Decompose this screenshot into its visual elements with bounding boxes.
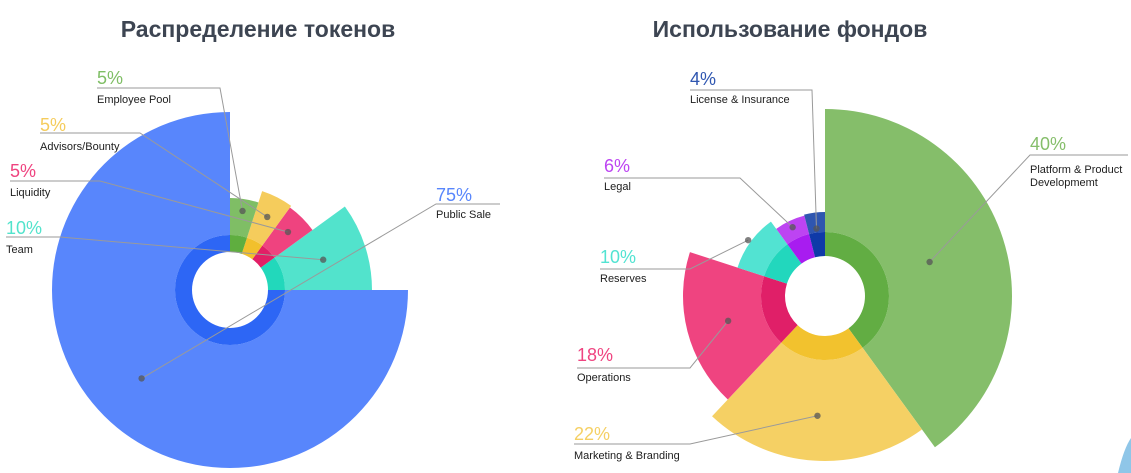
slice-name-label: Marketing & Branding	[574, 450, 680, 462]
slice-name-label: Public Sale	[436, 209, 491, 221]
leader-line	[600, 239, 749, 270]
slice-percent-label: 40%	[1030, 134, 1066, 154]
slice-inner-ring	[809, 232, 825, 258]
slice-marker-dot	[789, 224, 796, 231]
chart-title: Использование фондов	[653, 16, 928, 42]
slice-name-label: Employee Pool	[97, 94, 171, 106]
slice-marker-dot	[264, 213, 271, 221]
slice-license-insurance	[804, 212, 825, 235]
slice-marker-dot	[284, 228, 292, 236]
leader-line	[10, 180, 289, 233]
chart-title: Распределение токенов	[121, 16, 395, 42]
slice-inner-ring	[764, 244, 802, 284]
leader-line	[574, 415, 818, 445]
slice-name-label: Platform & Product Developmemt	[1030, 164, 1122, 189]
slice-name-label: Legal	[604, 181, 631, 193]
slice-marker-dot	[239, 207, 246, 215]
slice-percent-label: 10%	[6, 218, 42, 238]
slice-percent-label: 22%	[574, 424, 610, 444]
slice-employee-pool	[230, 198, 259, 238]
slice-marker-dot	[814, 412, 821, 419]
slice-percent-label: 18%	[577, 345, 613, 365]
slice-inner-ring	[761, 276, 798, 343]
slice-reserves	[737, 221, 788, 277]
slice-inner-ring	[252, 245, 275, 268]
slice-platform-product-developmemt	[825, 109, 1012, 448]
leader-line	[97, 87, 244, 212]
slice-name-label: Operations	[577, 372, 631, 384]
slice-inner-ring	[175, 235, 285, 345]
leader-line	[141, 203, 500, 379]
corner-decoration	[1118, 438, 1131, 473]
token-distribution-chart: Распределение токенов 75% Public Sale 10% T…	[6, 16, 500, 468]
leader-line	[577, 320, 729, 369]
slice-marker-dot	[138, 375, 145, 382]
funds-usage-chart: Использование фондов 40% Platform & Produ…	[574, 16, 1128, 462]
slice-marker-dot	[320, 256, 327, 263]
slice-name-label: Liquidity	[10, 187, 51, 199]
slice-percent-label: 75%	[436, 185, 472, 205]
slice-percent-label: 6%	[604, 156, 630, 176]
slice-operations	[683, 252, 782, 400]
slice-inner-ring	[781, 325, 863, 360]
slice-percent-label: 4%	[690, 69, 716, 89]
slice-marker-dot	[813, 225, 820, 232]
slice-inner-ring	[825, 232, 890, 348]
leader-line	[929, 154, 1128, 263]
slice-inner-ring	[241, 237, 263, 260]
slice-percent-label: 5%	[10, 161, 36, 181]
leader-line	[604, 177, 793, 228]
slice-marker-dot	[926, 258, 933, 266]
slice-percent-label: 5%	[97, 68, 123, 88]
slice-inner-ring	[230, 235, 247, 254]
slice-marker-dot	[744, 236, 752, 244]
slice-inner-ring	[787, 234, 816, 264]
slice-percent-label: 5%	[40, 115, 66, 135]
slice-inner-ring	[260, 257, 285, 290]
slice-name-label: Advisors/Bounty	[40, 141, 120, 153]
slice-name-label: License & Insurance	[690, 94, 790, 106]
slice-marketing-branding	[712, 342, 922, 461]
slice-name-label: Team	[6, 244, 33, 256]
slice-percent-label: 10%	[600, 247, 636, 267]
leader-line	[40, 132, 268, 218]
slice-name-label: Reserves	[600, 273, 647, 285]
leader-line	[6, 236, 324, 261]
slice-team	[274, 206, 372, 290]
slice-marker-dot	[724, 317, 732, 325]
leader-line	[690, 89, 817, 229]
